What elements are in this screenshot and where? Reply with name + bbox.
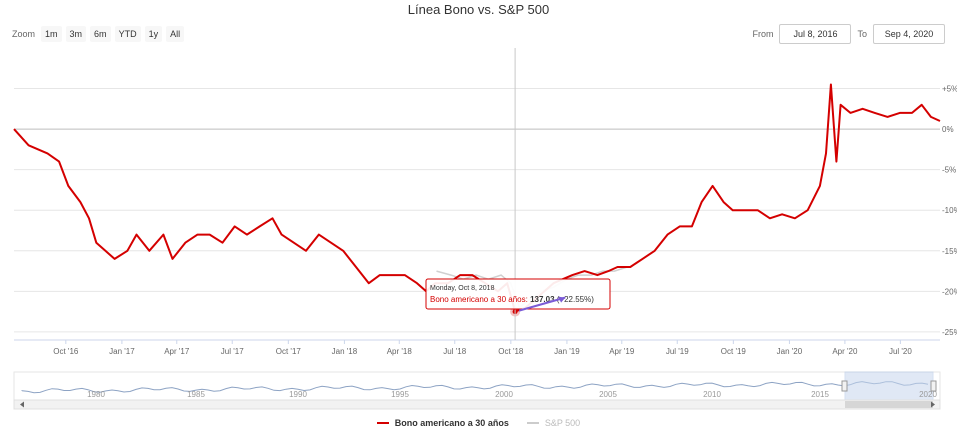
x-tick-label: Apr '19: [609, 347, 635, 356]
legend-swatch-bond: [376, 422, 389, 424]
date-range: From Jul 8, 2016 To Sep 4, 2020: [752, 24, 945, 44]
tooltip-line: Bono americano a 30 años: 137.03 (−22.55…: [430, 295, 594, 304]
tooltip-date: Monday, Oct 8, 2018: [430, 285, 495, 292]
navigator-handle-left: [841, 380, 848, 392]
legend-swatch-sp500: [526, 422, 539, 424]
tooltip-box: [425, 278, 611, 310]
zoom-all-button[interactable]: All: [166, 26, 185, 42]
x-tick-label: Oct '16: [53, 347, 79, 356]
annotation-arrow-head: [558, 296, 566, 303]
zoom-6m-button[interactable]: 6m: [90, 26, 111, 42]
y-tick-label: -15%: [942, 247, 957, 256]
to-date-input[interactable]: Sep 4, 2020: [873, 24, 945, 44]
navigator-year-label: 1980: [87, 390, 105, 399]
from-label: From: [752, 29, 774, 39]
scrollbar-track: [13, 399, 941, 410]
zoom-bar: Zoom 1m 3m 6m YTD 1y All: [12, 26, 185, 42]
x-tick-label: Jan '19: [554, 347, 580, 356]
legend-item-bond[interactable]: Bono americano a 30 años: [376, 418, 509, 428]
x-tick-label: Jan '17: [109, 347, 135, 356]
x-tick-label: Jul '20: [889, 347, 912, 356]
zoom-ytd-button[interactable]: YTD: [114, 26, 141, 42]
zoom-label: Zoom: [12, 29, 36, 39]
legend-label-bond: Bono americano a 30 años: [394, 418, 509, 428]
tooltip: Monday, Oct 8, 2018 Bono americano a 30 a…: [425, 278, 611, 312]
x-tick-label: Jul '18: [443, 347, 466, 356]
y-tick-label: 0%: [942, 125, 954, 134]
from-date-input[interactable]: Jul 8, 2016: [779, 24, 852, 44]
navigator-series-line: [21, 381, 929, 394]
scrollbar-thumb: [845, 401, 933, 408]
navigator-year-label: 1990: [289, 390, 307, 399]
annotation-arrow-line: [518, 296, 566, 312]
scroll-left-icon: [20, 401, 24, 408]
x-tick-label: Apr '18: [387, 347, 413, 356]
navigator-year-label: 1985: [187, 390, 205, 399]
navigator-year-label: 2020: [919, 390, 937, 399]
chart-title: Línea Bono vs. S&P 500: [407, 2, 550, 17]
navigator-year-label: 2015: [811, 390, 829, 399]
navigator-year-label: 2010: [703, 390, 721, 399]
navigator-selection: [844, 371, 934, 401]
series-line-bond: [13, 83, 941, 313]
x-tick-label: Oct '18: [498, 347, 524, 356]
legend-label-sp500: S&P 500: [544, 418, 581, 428]
y-tick-label: -5%: [942, 166, 956, 175]
legend: Bono americano a 30 años S&P 500: [0, 418, 957, 428]
zoom-3m-button[interactable]: 3m: [65, 26, 87, 42]
x-tick-label: Jul '17: [221, 347, 244, 356]
x-tick-label: Oct '17: [276, 347, 302, 356]
navigator-handle-right: [930, 380, 937, 392]
x-tick-label: Jan '20: [777, 347, 803, 356]
y-tick-label: -10%: [942, 206, 957, 215]
x-tick-label: Jul '19: [666, 347, 689, 356]
y-tick-label: +5%: [942, 85, 957, 94]
zoom-1y-button[interactable]: 1y: [144, 26, 163, 42]
navigator-year-label: 2005: [599, 390, 617, 399]
x-tick-label: Apr '20: [832, 347, 858, 356]
scroll-right-icon: [931, 401, 935, 408]
navigator-year-label: 1995: [391, 390, 409, 399]
x-tick-label: Apr '17: [164, 347, 190, 356]
legend-item-sp500[interactable]: S&P 500: [526, 418, 581, 428]
x-tick-label: Oct '19: [721, 347, 747, 356]
navigator-frame: [13, 371, 941, 401]
navigator-year-label: 2000: [495, 390, 513, 399]
y-tick-label: -20%: [942, 287, 957, 296]
zoom-1m-button[interactable]: 1m: [41, 26, 62, 42]
to-label: To: [857, 29, 867, 39]
x-tick-label: Jan '18: [332, 347, 358, 356]
y-tick-label: -25%: [942, 328, 957, 337]
navigator[interactable]: 1980 1985 1990 1995 2000 2005 2010 2015 2020: [13, 371, 941, 410]
